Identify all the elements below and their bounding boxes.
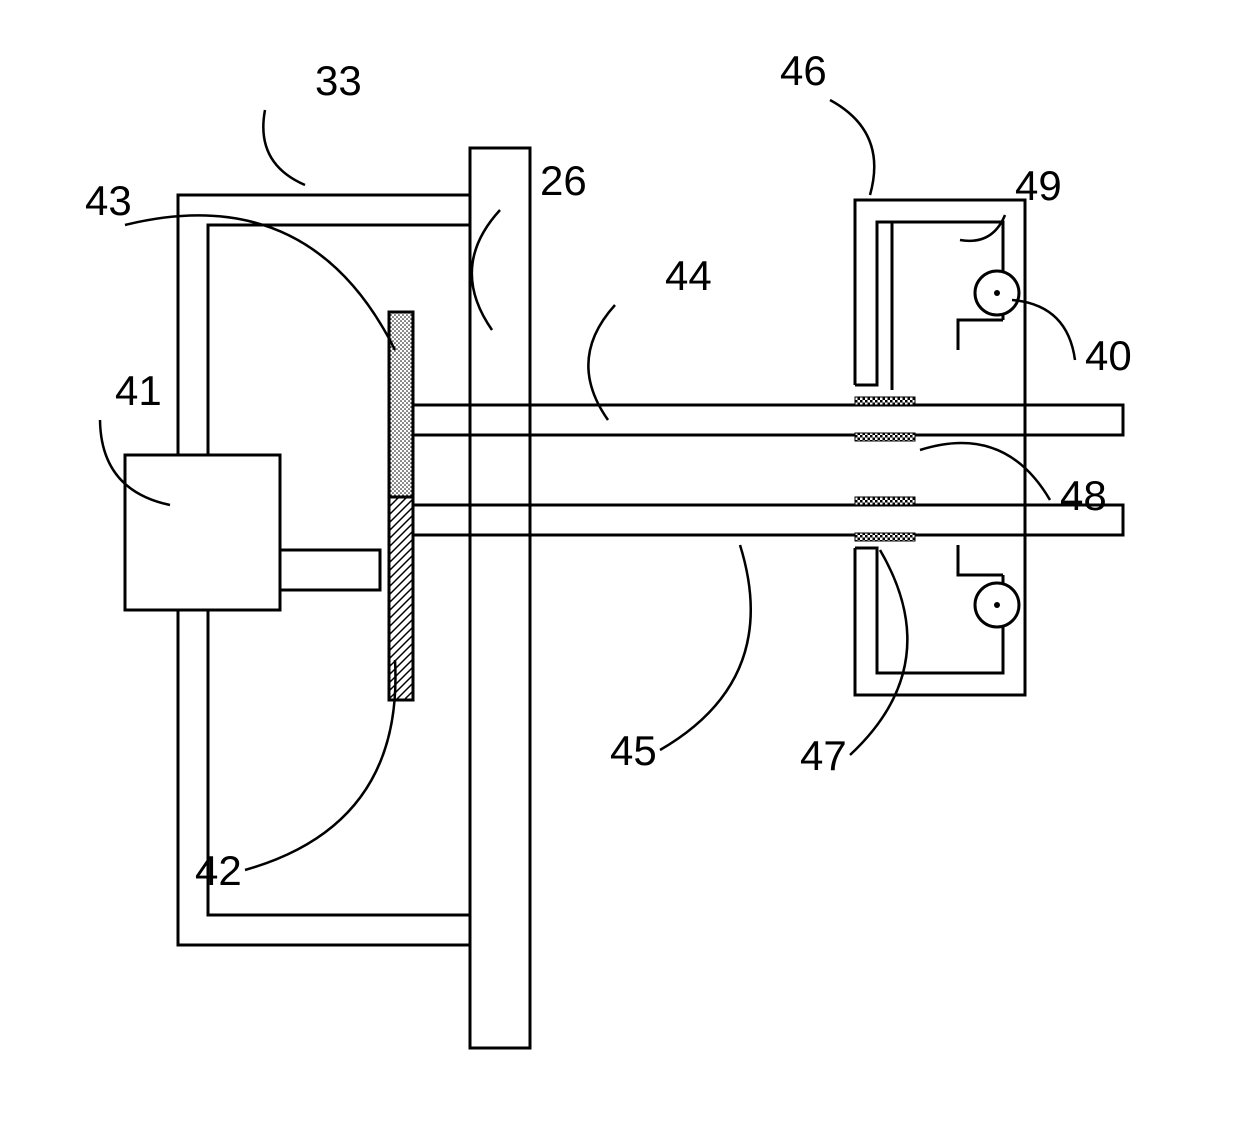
leader-26 [472, 210, 500, 330]
roller-upper-center [994, 290, 1000, 296]
leader-49 [960, 215, 1005, 241]
slider-lower-bot [855, 533, 915, 541]
leader-46 [830, 100, 874, 195]
label-48: 48 [1060, 472, 1107, 519]
label-33: 33 [315, 57, 362, 104]
technical-diagram: 33 43 26 46 49 44 41 40 48 42 45 47 [0, 0, 1240, 1140]
label-26: 26 [540, 157, 587, 204]
leader-43 [125, 215, 395, 350]
label-40: 40 [1085, 332, 1132, 379]
label-47: 47 [800, 732, 847, 779]
roller-lower-center [994, 602, 1000, 608]
motor-shaft [280, 550, 380, 590]
rod-upper [413, 405, 1123, 435]
motor-block [125, 455, 280, 610]
label-42: 42 [195, 847, 242, 894]
leader-45 [660, 545, 751, 750]
label-49: 49 [1015, 162, 1062, 209]
u-bracket-top-hook [958, 320, 1003, 350]
slider-upper-bot [855, 433, 915, 441]
gear-upper [389, 312, 413, 497]
leader-40 [1012, 300, 1075, 360]
u-bracket-bottom-hook [958, 545, 1003, 575]
leader-44 [588, 305, 615, 420]
rod-lower [413, 505, 1123, 535]
label-43: 43 [85, 177, 132, 224]
leader-48 [920, 443, 1050, 500]
label-46: 46 [780, 47, 827, 94]
leader-47 [850, 550, 907, 755]
label-44: 44 [665, 252, 712, 299]
label-41: 41 [115, 367, 162, 414]
slider-upper-top [855, 397, 915, 405]
leader-42 [245, 660, 395, 870]
slider-lower-top [855, 497, 915, 505]
gear-lower [389, 497, 413, 700]
vertical-column [470, 148, 530, 1048]
leader-33 [263, 110, 305, 185]
label-45: 45 [610, 727, 657, 774]
